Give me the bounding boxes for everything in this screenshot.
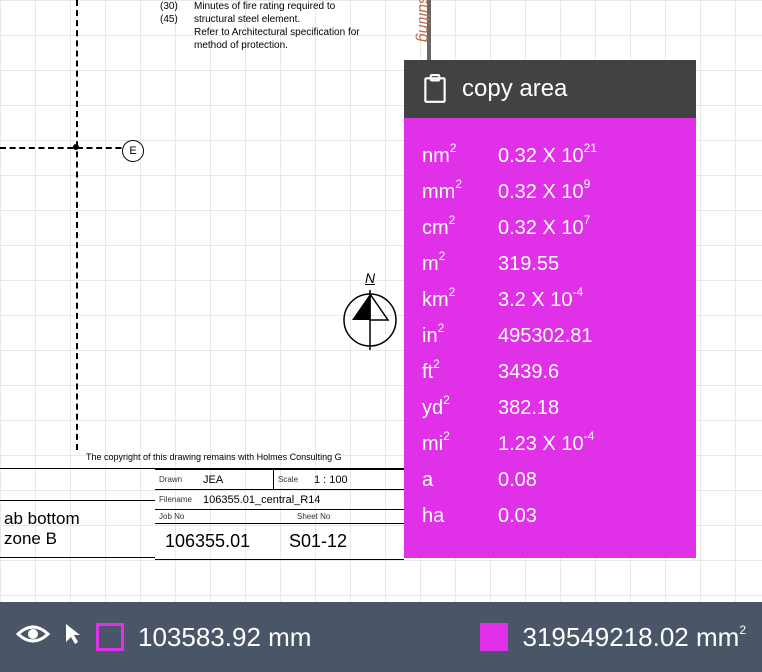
tb-label-filename: Filename — [155, 495, 203, 504]
unit-row[interactable]: a0.08 — [422, 466, 678, 494]
unit-label: ha — [422, 502, 498, 530]
unit-row[interactable]: nm20.32 X 1021 — [422, 142, 678, 170]
tb-label-drawn: Drawn — [155, 475, 203, 484]
gridline-vertical — [76, 0, 78, 450]
unit-label: nm2 — [422, 142, 498, 170]
unit-label: yd2 — [422, 394, 498, 422]
visibility-icon[interactable] — [16, 622, 50, 653]
note-text: Refer to Architectural specification for — [194, 27, 360, 38]
gridline-horizontal — [0, 147, 131, 149]
unit-row[interactable]: ha0.03 — [422, 502, 678, 530]
status-bar: 103583.92 mm 319549218.02 mm2 — [0, 602, 762, 672]
unit-label: ft2 — [422, 358, 498, 386]
unit-row[interactable]: km23.2 X 10-4 — [422, 286, 678, 314]
unit-row[interactable]: cm20.32 X 107 — [422, 214, 678, 242]
unit-label: cm2 — [422, 214, 498, 242]
unit-value: 0.32 X 1021 — [498, 142, 678, 170]
unit-value: 319.55 — [498, 250, 678, 278]
tb-label-jobno: Job No — [155, 512, 203, 521]
truncated-text: sulting — [414, 0, 432, 42]
copy-area-button[interactable]: copy area — [404, 60, 696, 118]
area-conversion-popup: copy area nm20.32 X 1021mm20.32 X 109cm2… — [404, 60, 696, 558]
unit-value: 3.2 X 10-4 — [498, 286, 678, 314]
unit-label: km2 — [422, 286, 498, 314]
drawing-notes: (30)Minutes of fire rating required to (… — [160, 0, 360, 52]
tb-val-sheetno: S01-12 — [289, 531, 404, 552]
clipboard-icon — [422, 74, 448, 104]
unit-label: m2 — [422, 250, 498, 278]
unit-row[interactable]: yd2382.18 — [422, 394, 678, 422]
cursor-icon — [64, 622, 82, 653]
zone-line2: zone B — [4, 529, 151, 549]
area-value: 319549218.02 mm2 — [522, 622, 746, 653]
tb-label-scale: Scale — [274, 475, 314, 484]
tb-label-sheetno: Sheet No — [293, 512, 341, 521]
note-text: structural steel element. — [194, 14, 300, 25]
note-num-30: (30) — [160, 0, 194, 13]
area-swatch[interactable] — [480, 623, 508, 651]
unit-value: 0.32 X 107 — [498, 214, 678, 242]
tb-val-scale: 1 : 100 — [314, 474, 404, 486]
unit-label: mi2 — [422, 430, 498, 458]
north-label: N — [340, 270, 400, 286]
perimeter-swatch[interactable] — [96, 623, 124, 651]
note-num-45: (45) — [160, 13, 194, 26]
unit-value: 0.08 — [498, 466, 678, 494]
perimeter-value: 103583.92 mm — [138, 622, 311, 653]
unit-conversion-list: nm20.32 X 1021mm20.32 X 109cm20.32 X 107… — [404, 118, 696, 558]
unit-value: 1.23 X 10-4 — [498, 430, 678, 458]
unit-row[interactable]: ft23439.6 — [422, 358, 678, 386]
note-text: method of protection. — [194, 40, 288, 51]
unit-value: 0.32 X 109 — [498, 178, 678, 206]
unit-value: 382.18 — [498, 394, 678, 422]
tb-val-drawn: JEA — [203, 474, 273, 486]
unit-label: mm2 — [422, 178, 498, 206]
grid-marker-e: E — [122, 140, 144, 162]
grid-intersection — [73, 144, 79, 150]
unit-label: in2 — [422, 322, 498, 350]
unit-label: a — [422, 466, 498, 494]
unit-value: 0.03 — [498, 502, 678, 530]
unit-row[interactable]: mm20.32 X 109 — [422, 178, 678, 206]
tb-val-jobno: 106355.01 — [155, 531, 289, 552]
copy-area-label: copy area — [462, 75, 567, 103]
unit-value: 495302.81 — [498, 322, 678, 350]
zone-box: ab bottom zone B — [0, 500, 155, 558]
tb-val-filename: 106355.01_central_R14 — [203, 494, 404, 506]
unit-row[interactable]: in2495302.81 — [422, 322, 678, 350]
zone-line1: ab bottom — [4, 509, 151, 529]
unit-row[interactable]: m2319.55 — [422, 250, 678, 278]
note-text: Minutes of fire rating required to — [194, 1, 335, 12]
unit-row[interactable]: mi21.23 X 10-4 — [422, 430, 678, 458]
copyright-text: The copyright of this drawing remains wi… — [0, 450, 404, 469]
north-arrow: N — [340, 270, 400, 350]
unit-value: 3439.6 — [498, 358, 678, 386]
